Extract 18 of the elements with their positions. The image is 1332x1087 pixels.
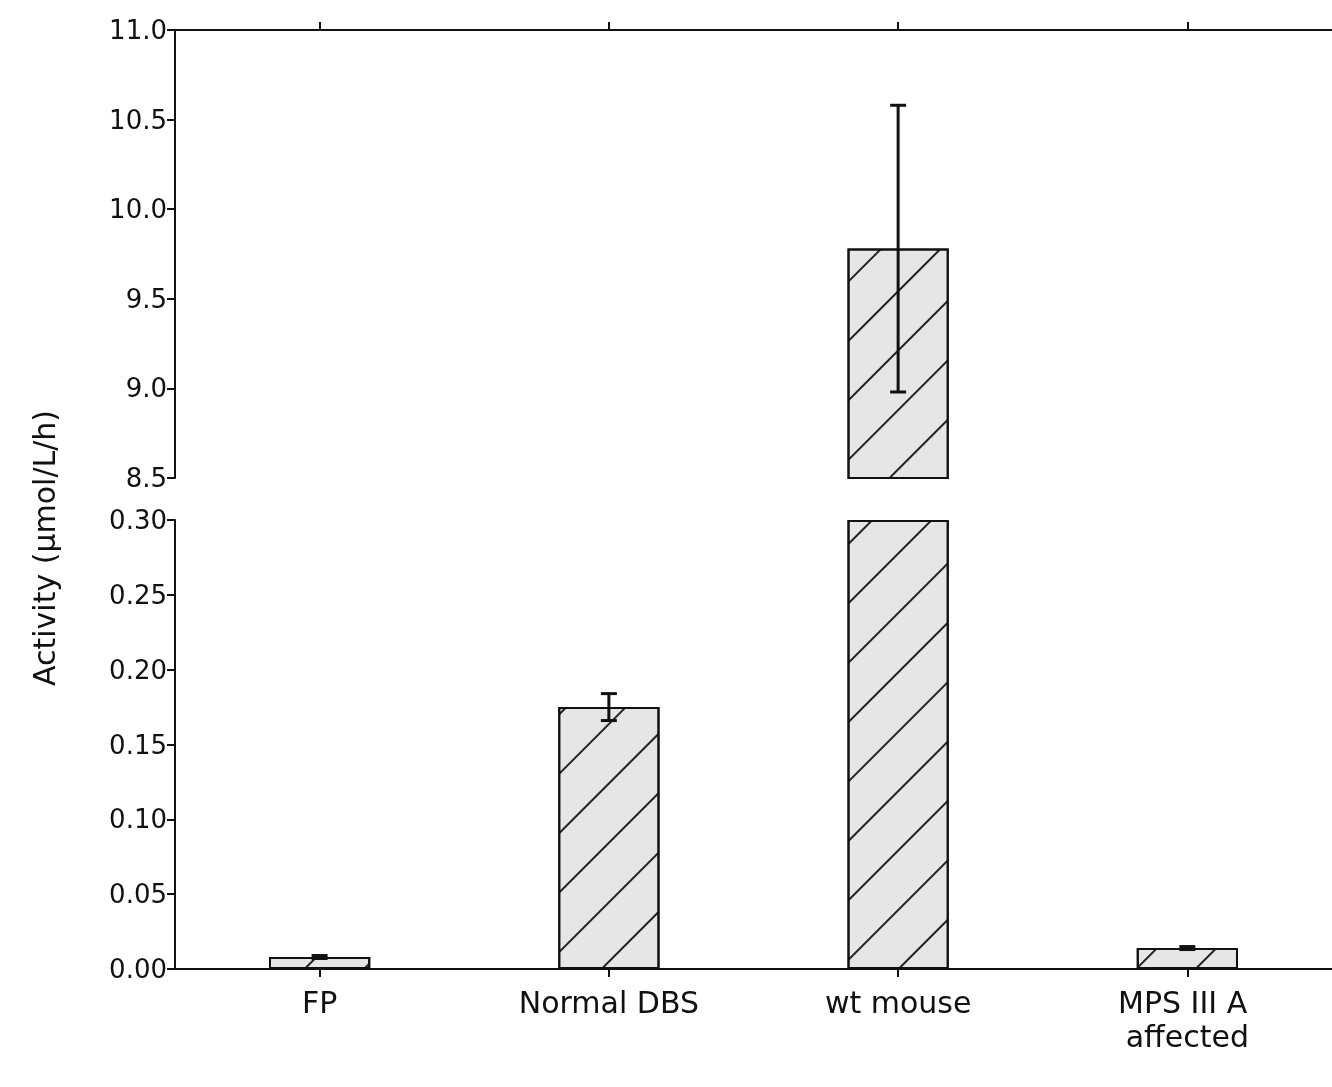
- y-tick-label: 9.0: [125, 373, 167, 404]
- y-tick-label: 11.0: [109, 15, 167, 45]
- y-tick-label: 0.05: [109, 879, 167, 910]
- x-tick-label: FP: [301, 984, 338, 1020]
- x-tick-label: wt mouse: [824, 984, 972, 1020]
- y-tick-label: 8.5: [125, 463, 167, 493]
- y-tick-label: 0.25: [109, 579, 167, 610]
- y-tick-label: 9.5: [125, 283, 167, 314]
- y-tick-label: 10.5: [109, 104, 167, 135]
- y-tick-label: 0.00: [109, 954, 167, 984]
- y-tick-label: 0.10: [109, 804, 167, 835]
- y-tick-label: 10.0: [109, 194, 167, 225]
- y-tick-label: 0.30: [109, 505, 167, 535]
- y-tick-label: 0.15: [109, 729, 167, 760]
- x-tick-label: MPS III A affected: [1118, 984, 1257, 1054]
- y-tick-label: 0.20: [109, 654, 167, 685]
- x-tick-label: Normal DBS: [518, 984, 700, 1020]
- y-axis-title: Activity (µmol/L/h): [26, 409, 62, 687]
